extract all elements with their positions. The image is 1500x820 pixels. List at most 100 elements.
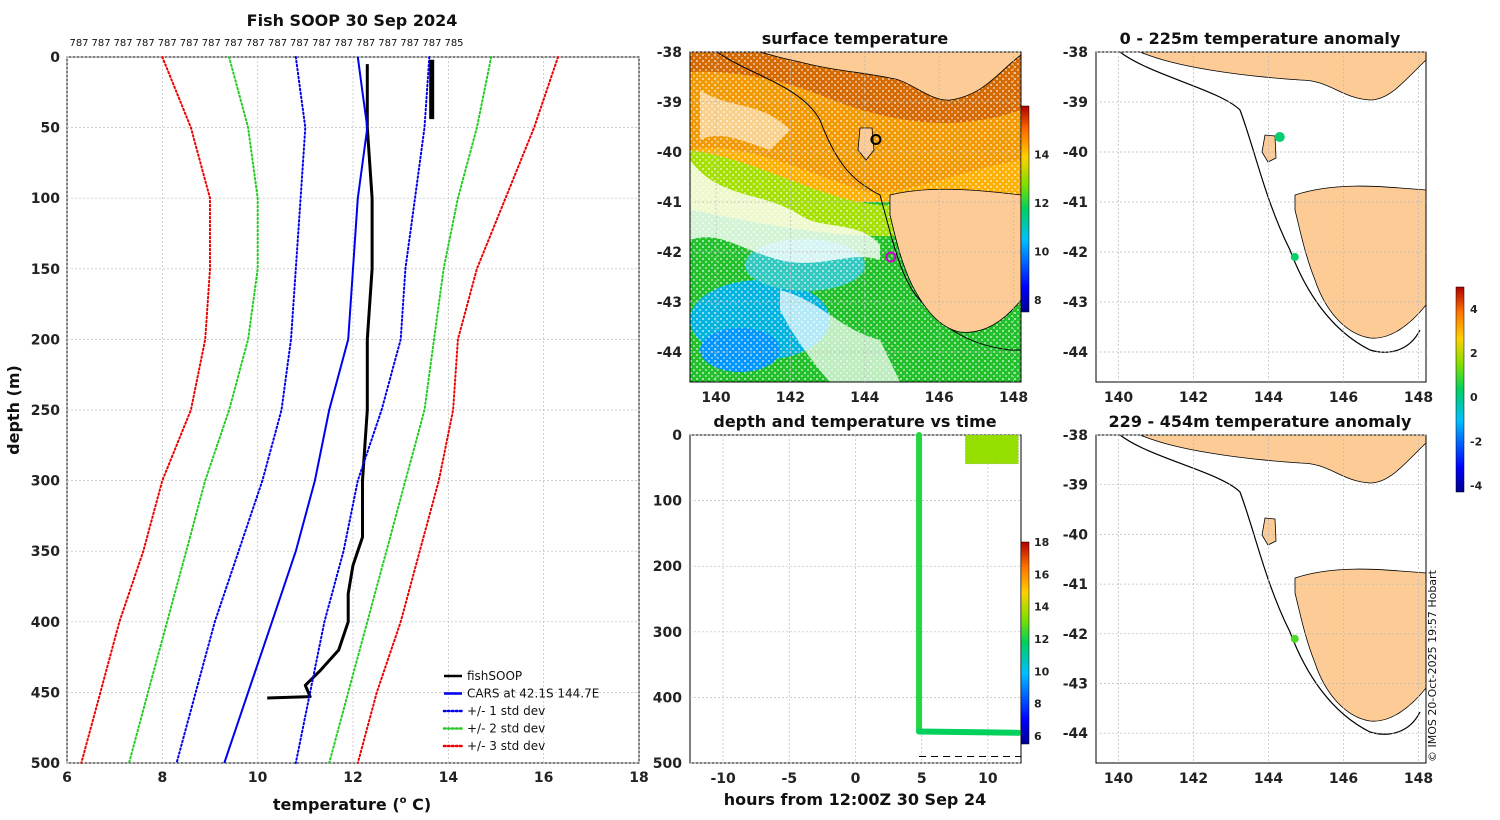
anomaly-deep-x-tick: 140 [1104, 771, 1133, 787]
sst-markers [870, 134, 897, 263]
anomaly-shallow-contour [1119, 52, 1421, 353]
sst-x-tick: 148 [999, 390, 1028, 406]
anomaly-shallow-y-ticks: -38 -39 -40 -41 -42 -43 -44 [1063, 45, 1089, 361]
anomaly-shallow-y-tick: -38 [1063, 45, 1088, 61]
anomaly-colorbar-ticks: -4 -2 0 2 4 [1470, 303, 1483, 492]
profile-count-label: 787 [334, 38, 353, 49]
anomaly-deep-x-tick: 142 [1179, 771, 1208, 787]
profile-count-label: 785 [444, 38, 463, 49]
profile-series-cars-2pos [328, 56, 493, 764]
time-depth-colorbar-tick: 12 [1034, 633, 1049, 646]
legend-label: fishSOOP [467, 669, 522, 683]
profile-series-cars-at-42-1s-144-7e [223, 56, 369, 764]
profile-count-label: 787 [356, 38, 375, 49]
anomaly-shallow-x-tick: 148 [1404, 390, 1433, 406]
sst-x-ticks: 140 142 144 146 148 [701, 390, 1028, 406]
profile-y-tick: 200 [31, 332, 60, 348]
sst-map-title: surface temperature [762, 29, 949, 48]
profile-count-label: 787 [136, 38, 155, 49]
anomaly-colorbar [1455, 286, 1465, 493]
profile-series-cars-2neg [128, 56, 259, 764]
profile-x-tick: 14 [439, 770, 459, 786]
profile-count-label: 787 [290, 38, 309, 49]
profile-series-cars-1neg [175, 56, 307, 764]
anomaly-deep-y-tick: -42 [1063, 627, 1088, 643]
profile-count-label: 787 [69, 38, 88, 49]
profile-y-tick: 350 [31, 544, 60, 560]
sst-y-tick: -42 [657, 245, 682, 261]
profile-count-label: 787 [378, 38, 397, 49]
anomaly-deep-markers [1290, 634, 1299, 643]
profile-count-label: 787 [312, 38, 331, 49]
anomaly-shallow-panel: 0 - 225m temperature anomaly 140 142 144 14… [1063, 29, 1433, 406]
time-depth-x-tick: 10 [978, 771, 998, 787]
anomaly-deep-x-tick: 146 [1329, 771, 1358, 787]
sst-marker [870, 134, 882, 145]
anomaly-deep-x-ticks: 140 142 144 146 148 [1104, 771, 1433, 787]
time-depth-y-tick: 100 [653, 494, 682, 510]
profile-y-label: depth (m) [4, 365, 23, 455]
time-depth-colorbar-tick: 10 [1034, 665, 1050, 678]
time-depth-x-tick: -10 [710, 771, 736, 787]
time-depth-y-ticks: 0 100 200 300 400 500 [653, 428, 682, 772]
anomaly-deep-x-tick: 144 [1254, 771, 1283, 787]
anomaly-shallow-marker [1290, 253, 1299, 261]
profile-series-fishsoop [267, 64, 374, 700]
anomaly-deep-y-tick: -43 [1063, 676, 1088, 692]
profile-series [80, 56, 559, 764]
anomaly-deep-land-king-island [1261, 517, 1277, 546]
anomaly-deep-grid [1096, 434, 1426, 763]
profile-series-cars-3neg [80, 56, 211, 764]
profile-count-label: 787 [422, 38, 441, 49]
profile-x-tick: 6 [62, 770, 72, 786]
sst-grid [690, 51, 1021, 382]
anomaly-deep-title: 229 - 454m temperature anomaly [1109, 412, 1412, 431]
time-depth-y-tick: 400 [653, 690, 682, 706]
profile-count-label: 787 [158, 38, 177, 49]
anomaly-deep-y-tick: -40 [1063, 527, 1089, 543]
profile-y-tick: 100 [31, 191, 60, 207]
time-depth-colorbar-tick: 8 [1034, 698, 1042, 711]
profile-count-label: 787 [268, 38, 287, 49]
time-depth-surface-band [965, 434, 1019, 465]
anomaly-shallow-x-ticks: 140 142 144 146 148 [1104, 390, 1433, 406]
time-depth-x-tick: -5 [782, 771, 798, 787]
sst-x-tick: 142 [776, 390, 805, 406]
anomaly-deep-panel: 229 - 454m temperature anomaly 140 142 144… [1063, 286, 1483, 787]
anomaly-deep-y-tick: -41 [1063, 577, 1088, 593]
anomaly-deep-y-tick: -44 [1063, 726, 1089, 742]
anomaly-deep-x-tick: 148 [1404, 771, 1433, 787]
anomaly-colorbar-tick: 2 [1470, 347, 1478, 360]
sst-colorbar-tick: 8 [1034, 294, 1042, 307]
profile-y-tick: 50 [41, 121, 61, 137]
time-depth-y-tick: 200 [653, 559, 682, 575]
anomaly-shallow-land-victoria [1139, 52, 1426, 101]
time-depth-title: depth and temperature vs time [713, 412, 996, 431]
anomaly-shallow-land-king-island [1261, 134, 1277, 163]
anomaly-shallow-y-tick: -39 [1063, 95, 1088, 111]
sst-y-ticks: -38 -39 -40 -41 -42 -43 -44 [657, 45, 683, 361]
sst-field [690, 52, 1021, 382]
legend-label: +/- 1 std dev [467, 704, 545, 718]
profile-count-label: 787 [180, 38, 199, 49]
sst-x-tick: 140 [701, 390, 730, 406]
sst-marker [885, 251, 897, 263]
legend-label: CARS at 42.1S 144.7E [467, 687, 599, 701]
time-depth-y-tick: 0 [672, 428, 682, 444]
anomaly-shallow-grid [1096, 51, 1426, 382]
time-depth-series [916, 432, 1022, 757]
time-depth-y-tick: 300 [653, 625, 682, 641]
sst-colorbar-tick: 14 [1034, 148, 1050, 161]
profile-y-tick: 300 [31, 474, 60, 490]
profile-y-ticks: 0 50 100 150 200 250 300 350 400 450 500 [31, 50, 60, 772]
profile-x-label: temperature (o C) [273, 795, 431, 814]
sst-colorbar-ticks: 8 10 12 14 [1034, 148, 1050, 306]
anomaly-deep-y-ticks: -38 -39 -40 -41 -42 -43 -44 [1063, 428, 1089, 742]
time-depth-y-tick: 500 [653, 756, 682, 772]
profile-x-tick: 18 [629, 770, 648, 786]
time-depth-colorbar [1020, 541, 1030, 745]
profile-count-label: 787 [114, 38, 133, 49]
sst-x-tick: 146 [925, 390, 954, 406]
time-depth-x-label: hours from 12:00Z 30 Sep 24 [724, 790, 986, 809]
